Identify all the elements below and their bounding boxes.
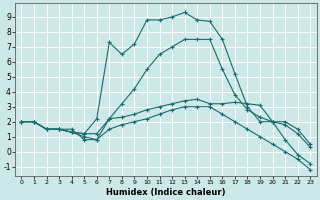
X-axis label: Humidex (Indice chaleur): Humidex (Indice chaleur) bbox=[106, 188, 226, 197]
